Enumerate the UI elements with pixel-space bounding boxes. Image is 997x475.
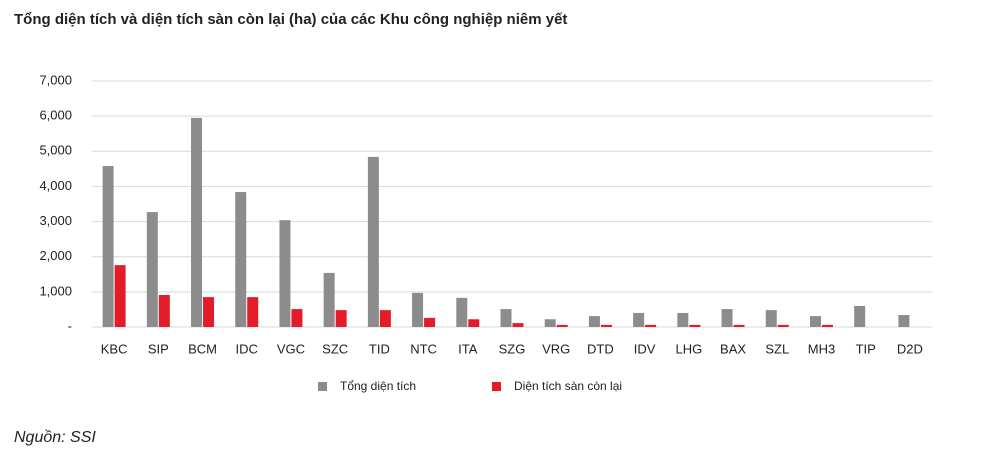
bar bbox=[412, 292, 424, 327]
bar bbox=[468, 319, 480, 327]
y-tick-label: 1,000 bbox=[39, 283, 72, 298]
bar bbox=[456, 297, 468, 327]
bar bbox=[544, 319, 556, 327]
bar bbox=[203, 297, 215, 327]
bar bbox=[335, 310, 347, 327]
chart-title: Tổng diện tích và diện tích sàn còn lại … bbox=[14, 11, 567, 28]
bar bbox=[102, 166, 114, 327]
bar bbox=[367, 156, 379, 327]
x-tick-label: VRG bbox=[542, 341, 570, 356]
bar bbox=[291, 309, 303, 327]
bar bbox=[677, 312, 689, 327]
bar bbox=[898, 315, 910, 327]
bar bbox=[689, 324, 701, 327]
x-tick-label: SZG bbox=[499, 341, 526, 356]
bar bbox=[279, 220, 291, 327]
source: Nguồn: SSI bbox=[14, 429, 96, 446]
x-tick-label: SIP bbox=[148, 341, 169, 356]
legend-swatch bbox=[318, 382, 327, 391]
x-tick-label: ITA bbox=[458, 341, 478, 356]
bar bbox=[379, 310, 391, 327]
x-tick-label: IDV bbox=[634, 341, 656, 356]
x-tick-label: D2D bbox=[897, 341, 923, 356]
x-tick-label: BAX bbox=[720, 341, 746, 356]
x-tick-label: TIP bbox=[856, 341, 876, 356]
bar bbox=[114, 265, 126, 327]
bar bbox=[821, 324, 833, 327]
legend-label: Diện tích sàn còn lại bbox=[514, 379, 622, 393]
bar bbox=[600, 324, 612, 327]
y-tick-label: 2,000 bbox=[39, 248, 72, 263]
bar bbox=[733, 324, 745, 327]
bar bbox=[556, 324, 568, 327]
x-tick-label: SZC bbox=[322, 341, 348, 356]
bar bbox=[191, 117, 203, 328]
y-tick-label: 6,000 bbox=[39, 108, 72, 123]
x-tick-label: LHG bbox=[675, 341, 702, 356]
y-tick-label: 7,000 bbox=[39, 72, 72, 87]
bar bbox=[424, 317, 436, 327]
x-tick-label: VGC bbox=[277, 341, 305, 356]
y-tick-label: 4,000 bbox=[39, 178, 72, 193]
x-tick-label: DTD bbox=[587, 341, 614, 356]
bar bbox=[588, 316, 600, 327]
bar bbox=[146, 212, 158, 327]
x-tick-label: TID bbox=[369, 341, 390, 356]
bar bbox=[323, 272, 335, 327]
x-tick-label: SZL bbox=[765, 341, 789, 356]
legend-label: Tổng diện tích bbox=[340, 379, 416, 393]
bar bbox=[512, 323, 524, 327]
y-tick-label: - bbox=[68, 318, 72, 333]
bar bbox=[809, 316, 821, 327]
y-tick-label: 3,000 bbox=[39, 213, 72, 228]
x-tick-label: KBC bbox=[101, 341, 128, 356]
bar bbox=[765, 310, 777, 327]
bar bbox=[645, 324, 657, 327]
y-tick-label: 5,000 bbox=[39, 143, 72, 158]
bar bbox=[247, 297, 259, 327]
bar bbox=[633, 312, 645, 327]
bar bbox=[235, 192, 247, 327]
bar bbox=[500, 309, 512, 327]
bar bbox=[854, 305, 866, 327]
x-tick-label: IDC bbox=[236, 341, 258, 356]
bar bbox=[721, 309, 733, 327]
legend-swatch bbox=[492, 382, 501, 391]
x-tick-label: BCM bbox=[188, 341, 217, 356]
x-tick-label: NTC bbox=[410, 341, 437, 356]
x-tick-label: MH3 bbox=[808, 341, 835, 356]
bar bbox=[158, 295, 170, 327]
bar bbox=[777, 324, 789, 327]
